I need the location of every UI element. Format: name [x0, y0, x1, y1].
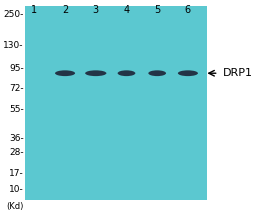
Text: 10-: 10-	[9, 185, 24, 194]
Text: 5: 5	[154, 5, 160, 15]
Text: 55-: 55-	[9, 105, 24, 114]
Text: 95-: 95-	[9, 64, 24, 73]
Text: 3: 3	[93, 5, 99, 15]
Ellipse shape	[85, 70, 106, 76]
Text: 250-: 250-	[3, 10, 24, 19]
Text: 36-: 36-	[9, 134, 24, 143]
Text: 28-: 28-	[9, 148, 24, 157]
Text: 130-: 130-	[3, 41, 24, 50]
Text: 1: 1	[31, 5, 37, 15]
Text: 17-: 17-	[9, 169, 24, 178]
Text: (Kd): (Kd)	[6, 202, 24, 211]
Ellipse shape	[118, 70, 135, 76]
Ellipse shape	[178, 70, 198, 76]
Ellipse shape	[55, 70, 75, 76]
Text: DRP1: DRP1	[223, 68, 253, 78]
Text: 6: 6	[185, 5, 191, 15]
Text: 4: 4	[123, 5, 130, 15]
FancyBboxPatch shape	[25, 6, 207, 200]
Ellipse shape	[148, 70, 166, 76]
Text: 72-: 72-	[9, 84, 24, 93]
Text: 2: 2	[62, 5, 68, 15]
